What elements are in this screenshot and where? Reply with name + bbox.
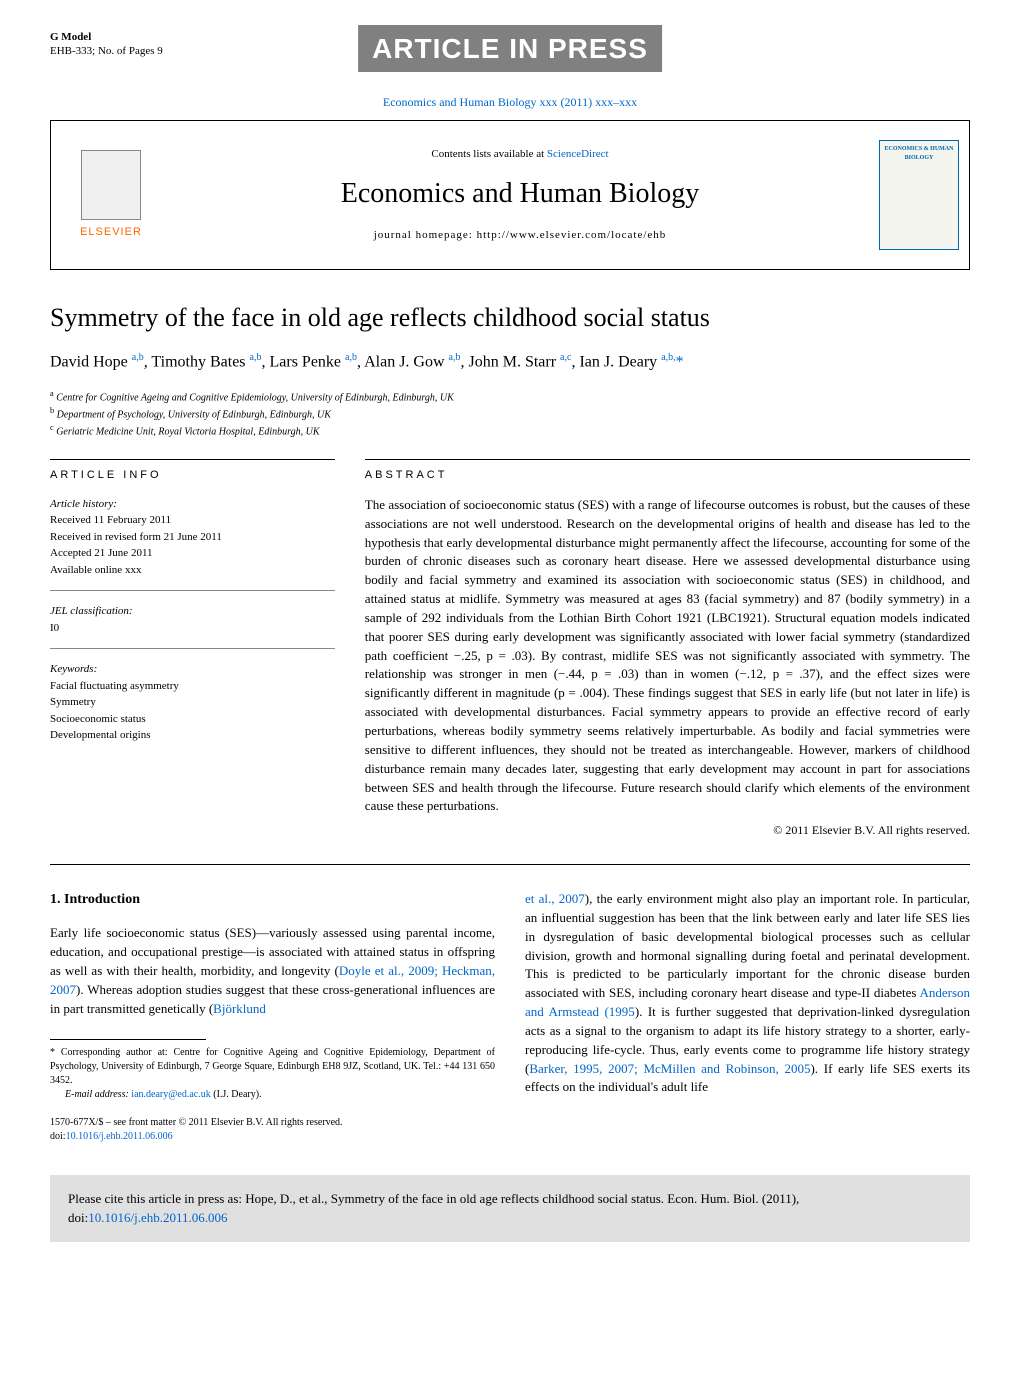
journal-issue-link[interactable]: Economics and Human Biology xxx (2011) x… [50, 94, 970, 111]
journal-homepage: journal homepage: http://www.elsevier.co… [374, 228, 667, 243]
citation-etal-2007[interactable]: et al., 2007 [525, 891, 585, 906]
authors-list: David Hope a,b, Timothy Bates a,b, Lars … [50, 351, 970, 374]
abstract-copyright: © 2011 Elsevier B.V. All rights reserved… [365, 822, 970, 839]
article-info-column: ARTICLE INFO Article history: Received 1… [50, 459, 335, 839]
elsevier-logo: ELSEVIER [51, 121, 171, 269]
article-history: Article history: Received 11 February 20… [50, 496, 335, 592]
journal-cover: ECONOMICS & HUMAN BIOLOGY [869, 121, 969, 269]
article-title: Symmetry of the face in old age reflects… [50, 300, 970, 336]
doi-link[interactable]: 10.1016/j.ehb.2011.06.006 [66, 1131, 173, 1142]
sciencedirect-link[interactable]: ScienceDirect [547, 148, 609, 160]
article-info-header: ARTICLE INFO [50, 459, 335, 483]
copyright-footer: 1570-677X/$ – see front matter © 2011 El… [50, 1116, 495, 1145]
elsevier-tree-icon [81, 150, 141, 220]
contents-available: Contents lists available at ScienceDirec… [431, 147, 608, 162]
journal-center: Contents lists available at ScienceDirec… [171, 121, 869, 269]
cover-thumbnail: ECONOMICS & HUMAN BIOLOGY [879, 140, 959, 250]
right-column: et al., 2007), the early environment mig… [525, 890, 970, 1145]
citation-barker[interactable]: Barker, 1995, 2007; McMillen and Robinso… [529, 1061, 810, 1076]
intro-paragraph-1: Early life socioeconomic status (SES)—va… [50, 924, 495, 1018]
footnote-separator [50, 1039, 206, 1040]
corresponding-author-footnote: * Corresponding author at: Centre for Co… [50, 1046, 495, 1102]
elsevier-text: ELSEVIER [80, 225, 142, 240]
email-link[interactable]: ian.deary@ed.ac.uk [131, 1089, 210, 1100]
journal-title: Economics and Human Biology [341, 174, 700, 213]
affiliations: a Centre for Cognitive Ageing and Cognit… [50, 388, 970, 440]
abstract-header: ABSTRACT [365, 459, 970, 483]
citation-box: Please cite this article in press as: Ho… [50, 1175, 970, 1242]
abstract-text: The association of socioeconomic status … [365, 496, 970, 816]
journal-header-box: ELSEVIER Contents lists available at Sci… [50, 120, 970, 270]
section-divider [50, 864, 970, 865]
left-column: 1. Introduction Early life socioeconomic… [50, 890, 495, 1145]
jel-classification: JEL classification: I0 [50, 603, 335, 649]
intro-paragraph-1-cont: et al., 2007), the early environment mig… [525, 890, 970, 1097]
body-columns: 1. Introduction Early life socioeconomic… [50, 890, 970, 1145]
citebox-doi-link[interactable]: 10.1016/j.ehb.2011.06.006 [88, 1210, 227, 1225]
introduction-heading: 1. Introduction [50, 890, 495, 910]
article-in-press-banner: ARTICLE IN PRESS [358, 25, 662, 72]
abstract-column: ABSTRACT The association of socioeconomi… [365, 459, 970, 839]
citation-bjorklund[interactable]: Björklund [213, 1001, 266, 1016]
keywords: Keywords: Facial fluctuating asymmetrySy… [50, 661, 335, 756]
